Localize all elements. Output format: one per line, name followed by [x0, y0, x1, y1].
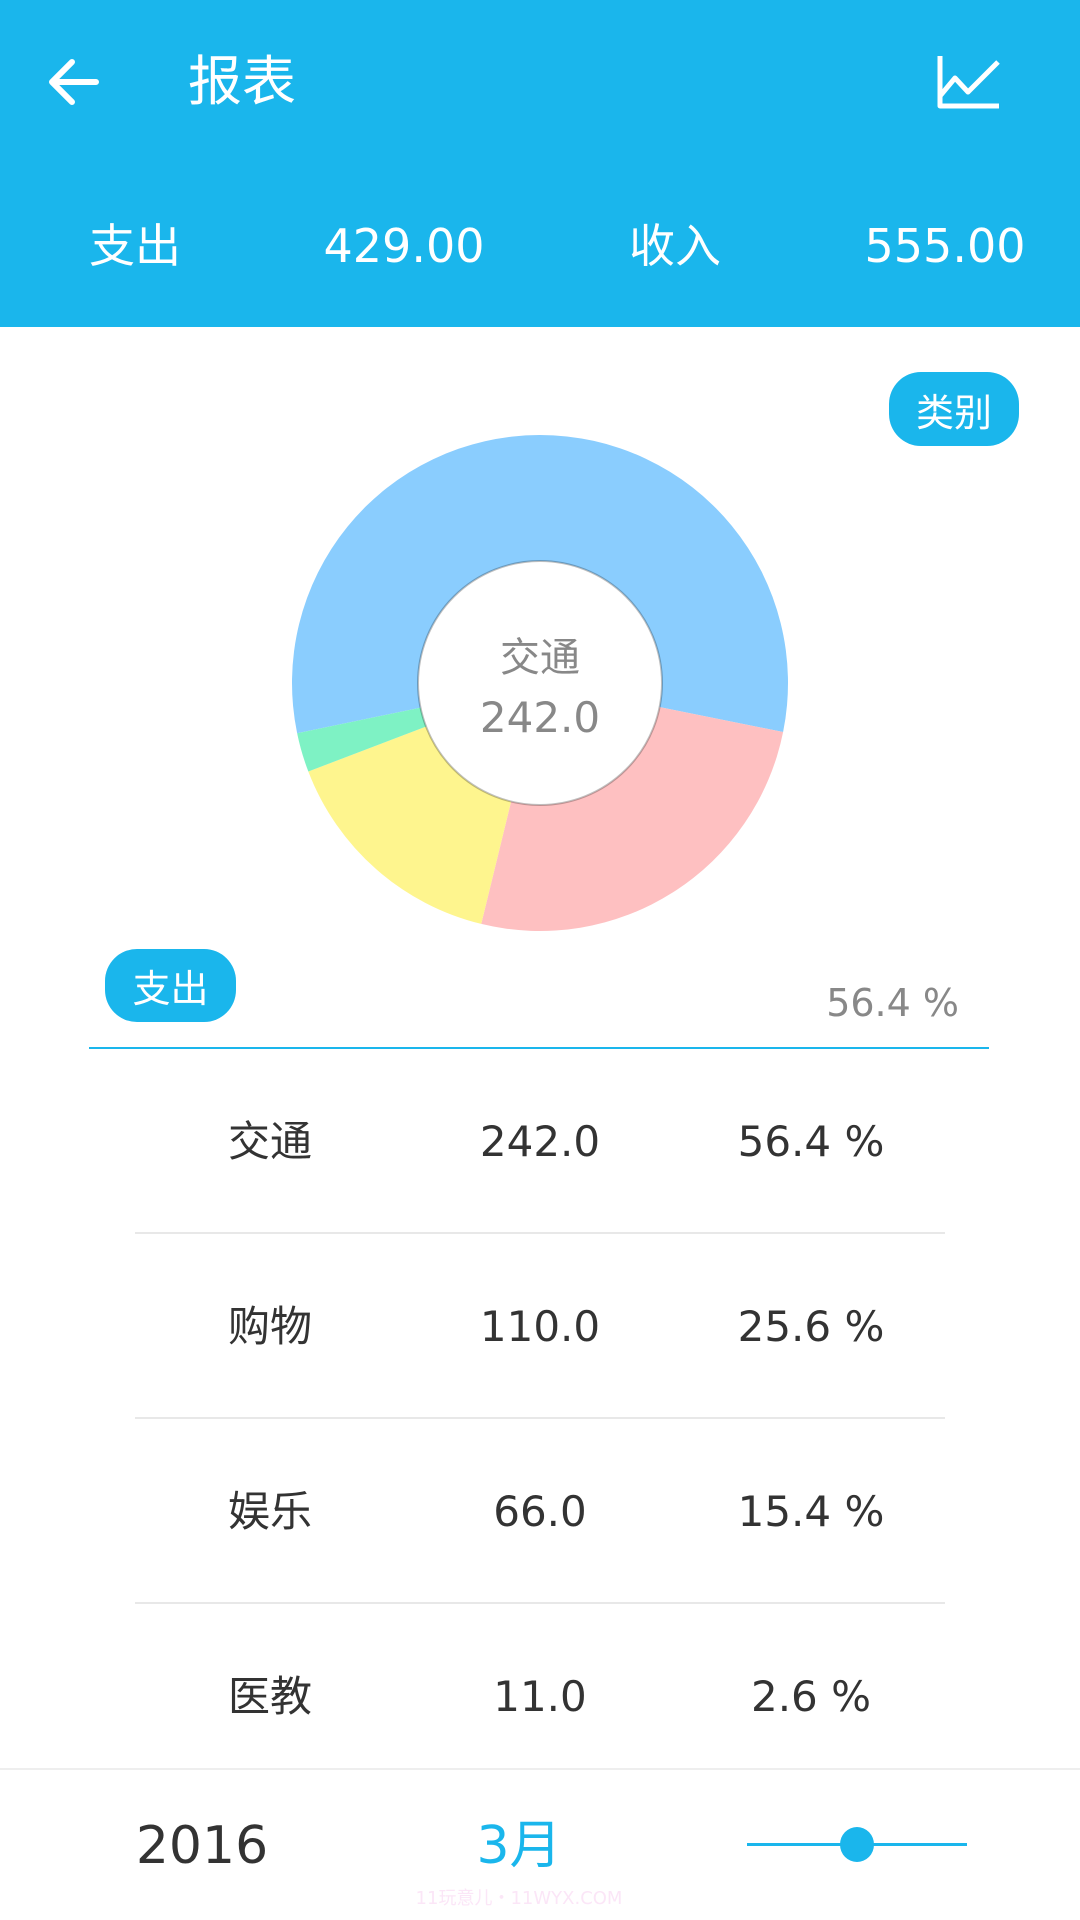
table-row[interactable]: 购物 110.0 25.6 % [0, 1297, 1080, 1357]
category-name: 购物 [227, 1302, 313, 1351]
category-amount: 242.0 [479, 1117, 601, 1166]
category-name: 娱乐 [227, 1487, 313, 1536]
donut-center-label: 交通 [500, 635, 580, 681]
category-amount: 11.0 [493, 1672, 587, 1721]
accent-divider [89, 1047, 989, 1049]
app-header: 报表 支出 429.00 收入 555.00 [0, 0, 1080, 327]
category-name: 交通 [227, 1117, 313, 1166]
income-label: 收入 [629, 219, 721, 273]
month-selector[interactable]: 3月 [476, 1816, 562, 1876]
footer-divider [0, 1768, 1080, 1770]
expense-total: 429.00 [323, 219, 485, 273]
category-name: 医教 [227, 1672, 313, 1721]
expense-type-toggle[interactable]: 支出 [105, 949, 236, 1022]
category-amount: 66.0 [493, 1487, 587, 1536]
table-row[interactable]: 医教 11.0 2.6 % [0, 1667, 1080, 1727]
category-percent: 56.4 % [737, 1117, 885, 1166]
line-chart-icon[interactable] [935, 52, 1003, 112]
donut-center-value: 242.0 [479, 693, 601, 742]
watermark: 11玩意儿・11WYX.COM [415, 1888, 623, 1909]
row-divider [135, 1602, 945, 1604]
slider-knob[interactable] [840, 1827, 874, 1862]
row-divider [135, 1232, 945, 1234]
category-button[interactable]: 类别 [889, 372, 1019, 446]
page-title: 报表 [188, 50, 296, 113]
income-total: 555.00 [864, 219, 1026, 273]
table-row[interactable]: 交通 242.0 56.4 % [0, 1112, 1080, 1172]
category-percent: 15.4 % [737, 1487, 885, 1536]
month-slider[interactable] [747, 1827, 967, 1862]
category-percent: 2.6 % [750, 1672, 872, 1721]
arrow-left-icon[interactable] [44, 52, 104, 112]
category-percent: 25.6 % [737, 1302, 885, 1351]
category-amount: 110.0 [479, 1302, 601, 1351]
donut-hole [417, 560, 663, 806]
year-selector[interactable]: 2016 [135, 1816, 269, 1876]
donut-chart [291, 434, 789, 931]
table-row[interactable]: 娱乐 66.0 15.4 % [0, 1482, 1080, 1542]
row-divider [135, 1417, 945, 1419]
selected-percent: 56.4 % [826, 981, 959, 1025]
expense-label: 支出 [89, 219, 181, 273]
